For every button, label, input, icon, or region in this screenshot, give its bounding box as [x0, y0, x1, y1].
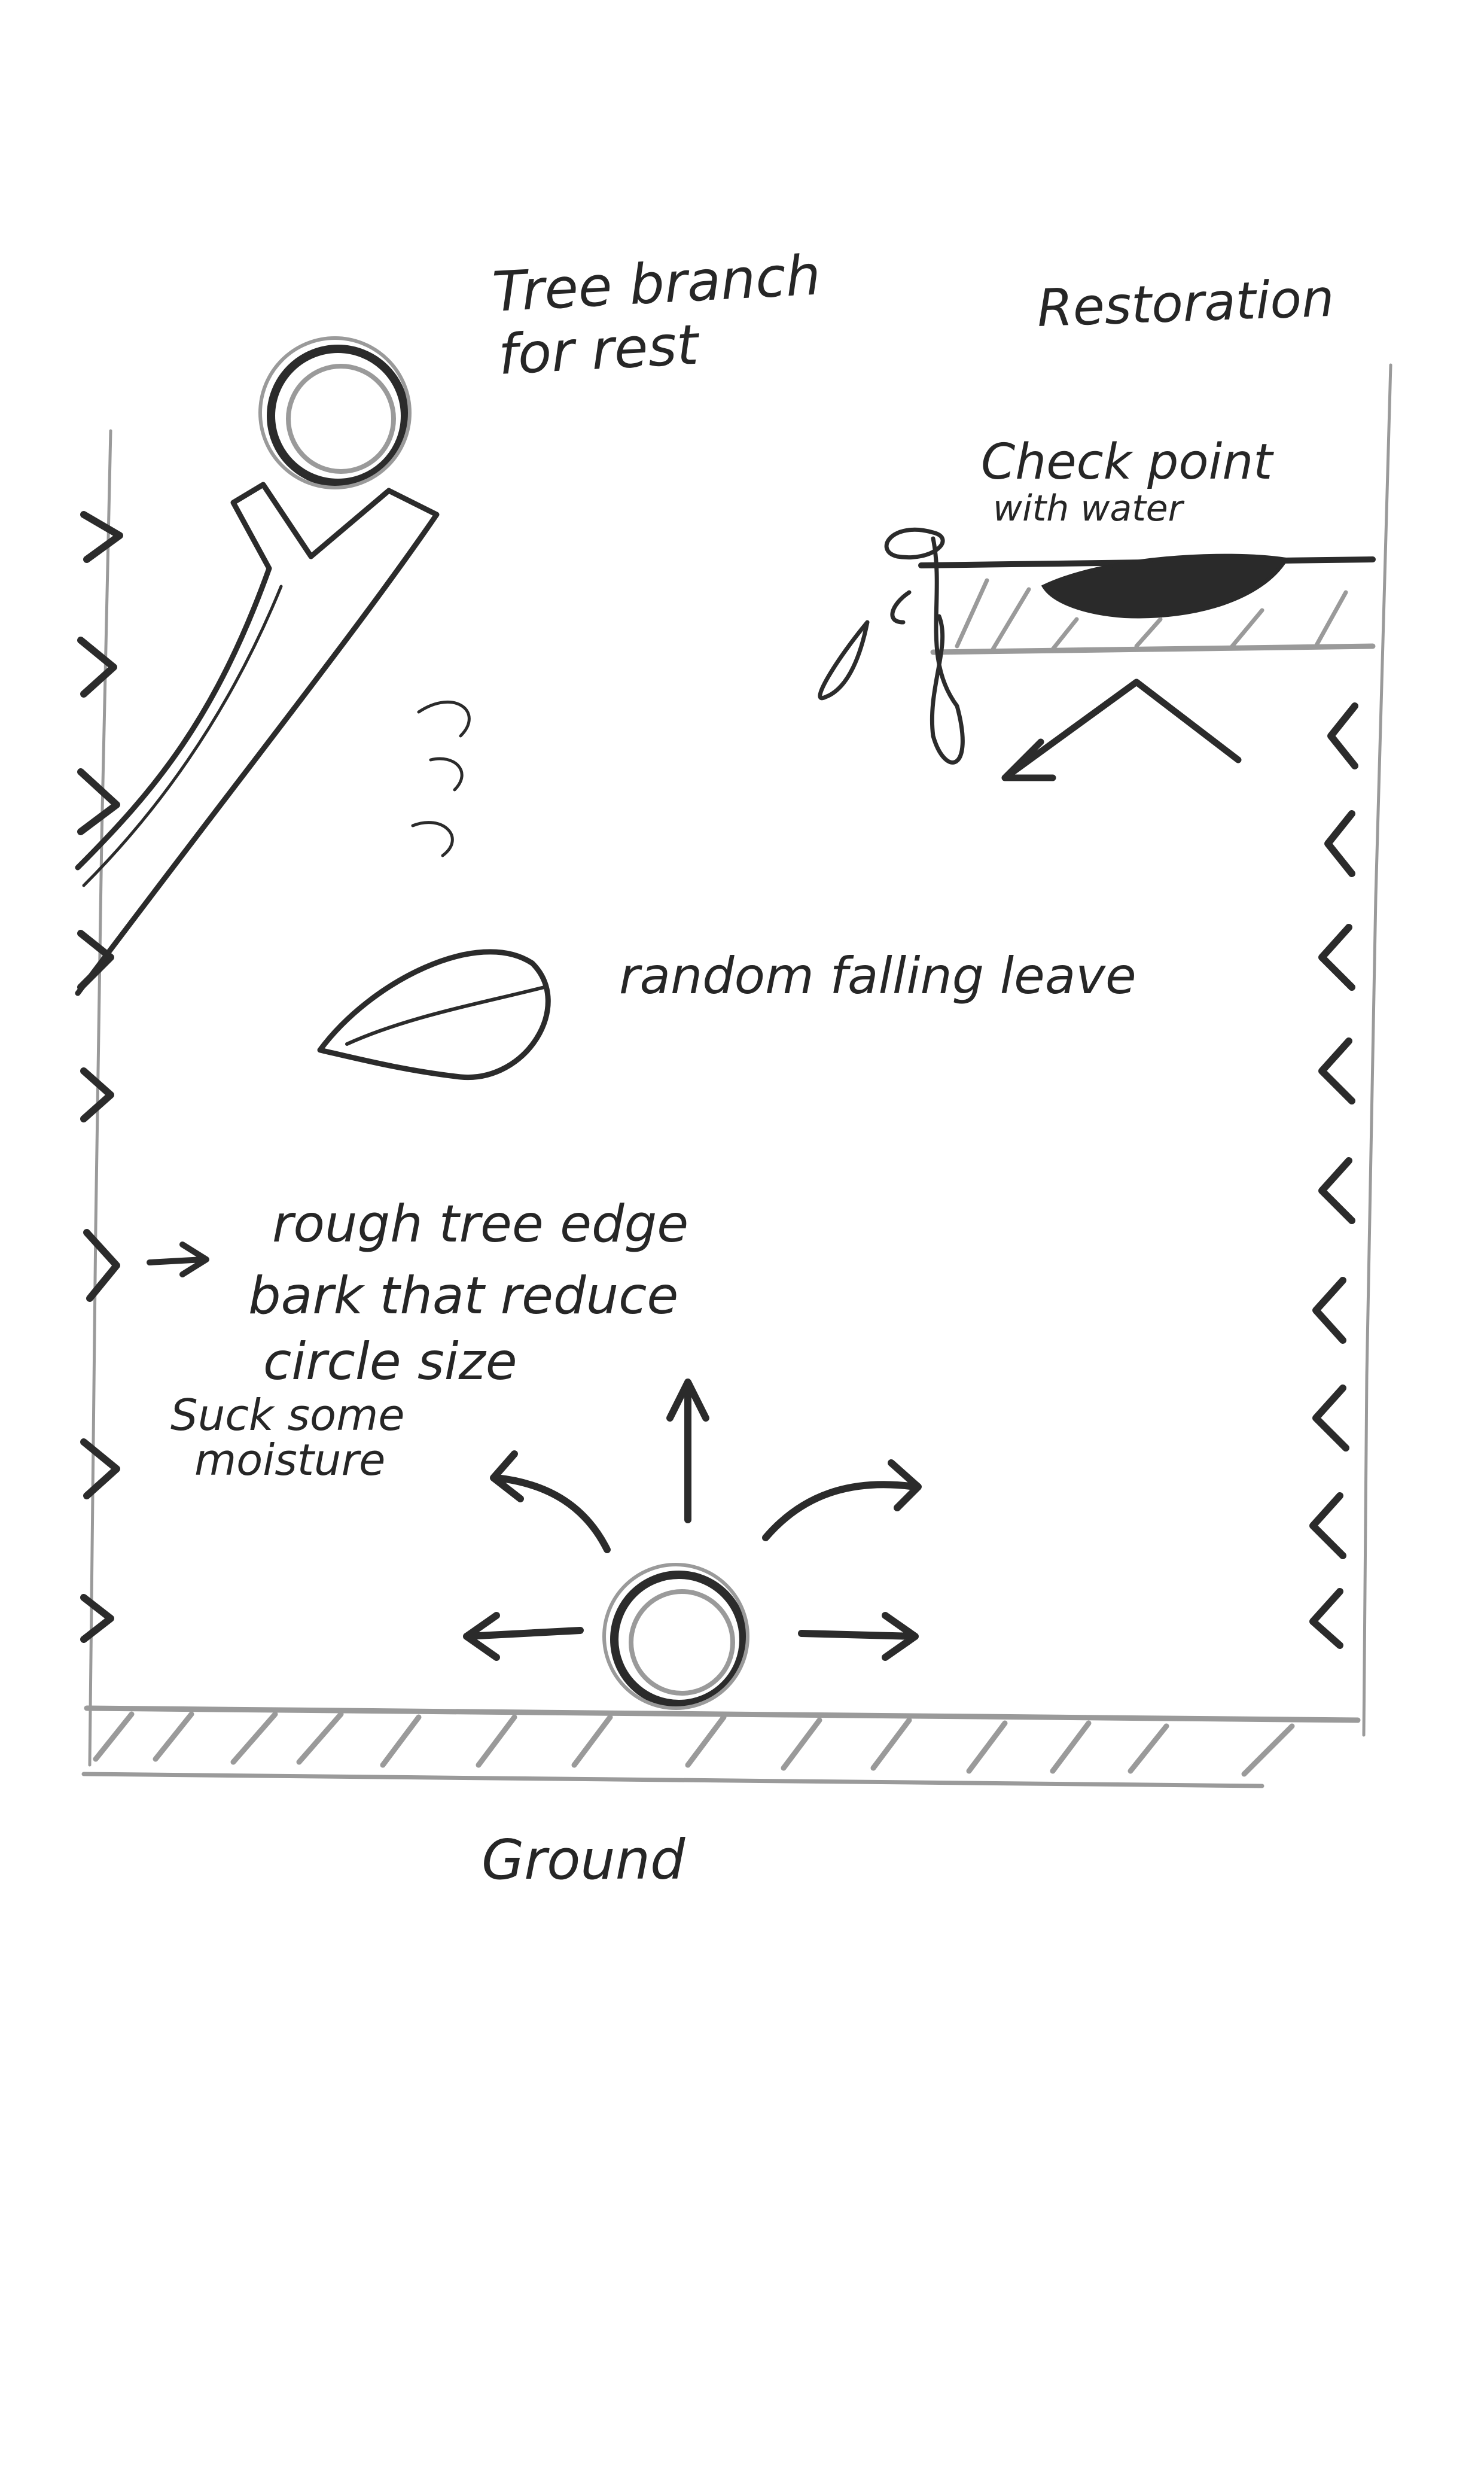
ground	[81, 1705, 1361, 1788]
left-spike-icon	[80, 1438, 120, 1499]
left-spike-icon	[77, 637, 117, 698]
falling-leaf-label: random falling leave	[619, 947, 1136, 1005]
left-spike-icon	[83, 1229, 120, 1302]
movement-arrows	[463, 1379, 922, 1661]
left-spike-icon	[80, 1067, 114, 1122]
right-tree-wall	[1362, 363, 1392, 1737]
right-spike-icon	[1309, 1588, 1343, 1649]
ground-label: Ground	[482, 1828, 685, 1892]
ground-player	[602, 1563, 749, 1710]
right-spike-icon	[1312, 1385, 1349, 1452]
arrow-up-right-icon	[762, 1459, 922, 1541]
restoration-checkpoint	[818, 527, 1376, 781]
moisture-label-2: moisture	[194, 1435, 385, 1485]
player-circle-icon	[610, 1571, 748, 1708]
restoration-label: Restoration	[1036, 269, 1335, 339]
right-spike-icon	[1318, 1037, 1355, 1104]
note-arrow-icon	[147, 1242, 209, 1277]
right-spike-icon	[1318, 924, 1355, 991]
arrow-up-icon	[666, 1379, 709, 1523]
bark-note-label-2: bark that reduce	[248, 1266, 678, 1326]
tree-branch-label: Tree branch	[491, 243, 822, 324]
checkpoint-label-2: with water	[993, 488, 1185, 530]
right-spike-icon	[1324, 810, 1355, 877]
left-bark-spikes	[77, 511, 123, 1643]
vine-icon	[818, 527, 965, 765]
right-bark-spikes	[1309, 702, 1358, 1649]
left-spike-icon	[80, 511, 123, 563]
tree-branch	[75, 482, 440, 996]
bark-note-label-3: circle size	[263, 1332, 517, 1392]
moisture-label: Suck some	[170, 1390, 405, 1440]
bark-note-label: rough tree edge	[272, 1194, 688, 1254]
left-tree-wall	[88, 429, 112, 1767]
water-pool-icon	[1041, 553, 1289, 619]
tree-branch-label-2: for rest	[497, 312, 702, 387]
erased-marks	[411, 700, 471, 857]
player-circle-icon	[267, 345, 409, 487]
left-spike-icon	[80, 1594, 114, 1643]
right-spike-icon	[1327, 702, 1358, 769]
falling-leaf	[317, 949, 551, 1080]
checkpoint-label: Check point	[981, 434, 1274, 491]
checkpoint-arrow-icon	[1001, 678, 1242, 781]
right-spike-icon	[1312, 1277, 1346, 1344]
resting-player	[258, 336, 412, 489]
right-spike-icon	[1318, 1157, 1355, 1224]
arrow-right-icon	[798, 1612, 919, 1661]
right-spike-icon	[1309, 1492, 1346, 1559]
leaf-icon	[317, 949, 551, 1080]
arrow-left-icon	[463, 1612, 584, 1661]
left-spike-icon	[77, 768, 120, 835]
arrow-up-left-icon	[490, 1450, 611, 1553]
